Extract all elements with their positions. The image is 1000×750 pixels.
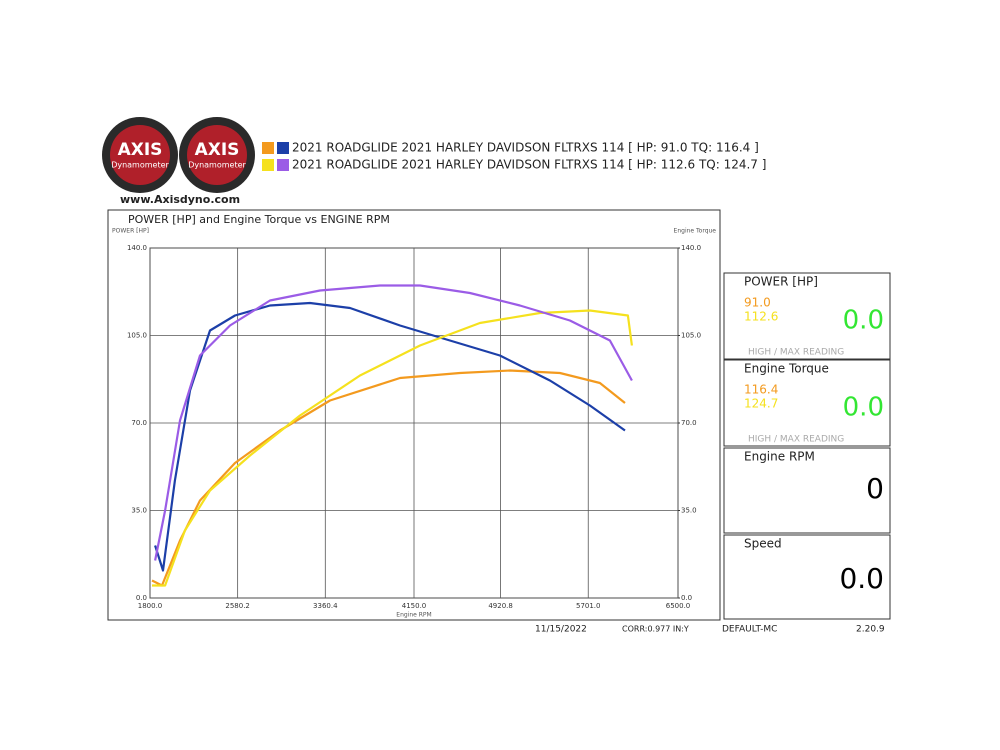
legend-swatch: [277, 159, 289, 171]
x-tick-label: 5701.0: [576, 602, 601, 610]
logo: AXIS Dynamometer AXIS Dynamometer: [102, 117, 255, 193]
panel-reading: 91.0: [744, 296, 771, 310]
y-tick-label: 105.0: [127, 332, 147, 340]
panel-title: Engine RPM: [744, 450, 815, 464]
website: www.Axisdyno.com: [120, 193, 240, 206]
panel-reading: 116.4: [744, 383, 778, 397]
y-tick-label: 70.0: [131, 419, 147, 427]
series-line: [151, 369, 626, 587]
panel-note: HIGH / MAX READING: [748, 435, 844, 445]
x-tick-label: 2580.2: [225, 602, 250, 610]
x-tick-label: 4920.8: [488, 602, 513, 610]
panel-value: 0.0: [839, 562, 884, 595]
footer-version: 2.20.9: [856, 625, 885, 635]
series-line: [152, 309, 633, 587]
y2-tick-label: 105.0: [681, 332, 701, 340]
panel: [723, 447, 891, 534]
panel: [723, 359, 891, 447]
x-tick-label: 6500.0: [666, 602, 691, 610]
legend-swatch: [262, 159, 274, 171]
x-axis-label: Engine RPM: [396, 612, 431, 619]
y2-axis-label: Engine Torque: [674, 228, 717, 235]
y2-tick-label: 0.0: [681, 594, 692, 602]
panel: [723, 272, 891, 360]
y-tick-label: 35.0: [131, 507, 147, 515]
y-tick-label: 140.0: [127, 244, 147, 252]
panel-value: 0.0: [843, 306, 884, 336]
y-tick-label: 0.0: [136, 594, 147, 602]
chart-frame: [107, 209, 721, 621]
legend-label: 2021 ROADGLIDE 2021 HARLEY DAVIDSON FLTR…: [292, 158, 766, 172]
lines: [151, 284, 633, 587]
footer-date: 11/15/2022: [535, 625, 587, 635]
y2-tick-label: 35.0: [681, 507, 697, 515]
logo-ring: [187, 125, 247, 185]
grid: 1800.0 2580.2 3360.4 4150.0 4920.8 5701.0 6500…: [127, 244, 701, 610]
series-line: [154, 284, 633, 561]
footer-corr: CORR:0.977 IN:Y: [622, 625, 689, 634]
logo-brand: AXIS: [118, 140, 163, 160]
logo-sub: Dynamometer: [188, 161, 246, 170]
x-tick-label: 3360.4: [313, 602, 338, 610]
panel-reading: 124.7: [744, 397, 778, 411]
panel-value: 0.0: [843, 393, 884, 423]
panel-note: HIGH / MAX READING: [748, 348, 844, 358]
footer-profile: DEFAULT-MC: [722, 625, 777, 635]
panel-title: Engine Torque: [744, 362, 829, 376]
logo-ring: [110, 125, 170, 185]
x-tick-label: 4150.0: [402, 602, 427, 610]
chart-title: POWER [HP] and Engine Torque vs ENGINE R…: [128, 213, 390, 226]
logo-sub: Dynamometer: [111, 161, 169, 170]
logo-brand: AXIS: [195, 140, 240, 160]
legend: 2021 ROADGLIDE 2021 HARLEY DAVIDSON FLTR…: [262, 141, 766, 172]
panel-reading: 112.6: [744, 310, 778, 324]
y2-tick-label: 140.0: [681, 244, 701, 252]
y-axis-label: POWER [HP]: [112, 228, 149, 235]
panel: [723, 534, 891, 620]
series-line: [154, 301, 626, 572]
legend-swatch: [262, 142, 274, 154]
panel-value: 0: [866, 472, 884, 505]
legend-swatch: [277, 142, 289, 154]
panel-title: Speed: [744, 537, 782, 551]
x-tick-label: 1800.0: [138, 602, 163, 610]
y2-tick-label: 70.0: [681, 419, 697, 427]
panel-title: POWER [HP]: [744, 275, 818, 289]
legend-label: 2021 ROADGLIDE 2021 HARLEY DAVIDSON FLTR…: [292, 141, 759, 155]
